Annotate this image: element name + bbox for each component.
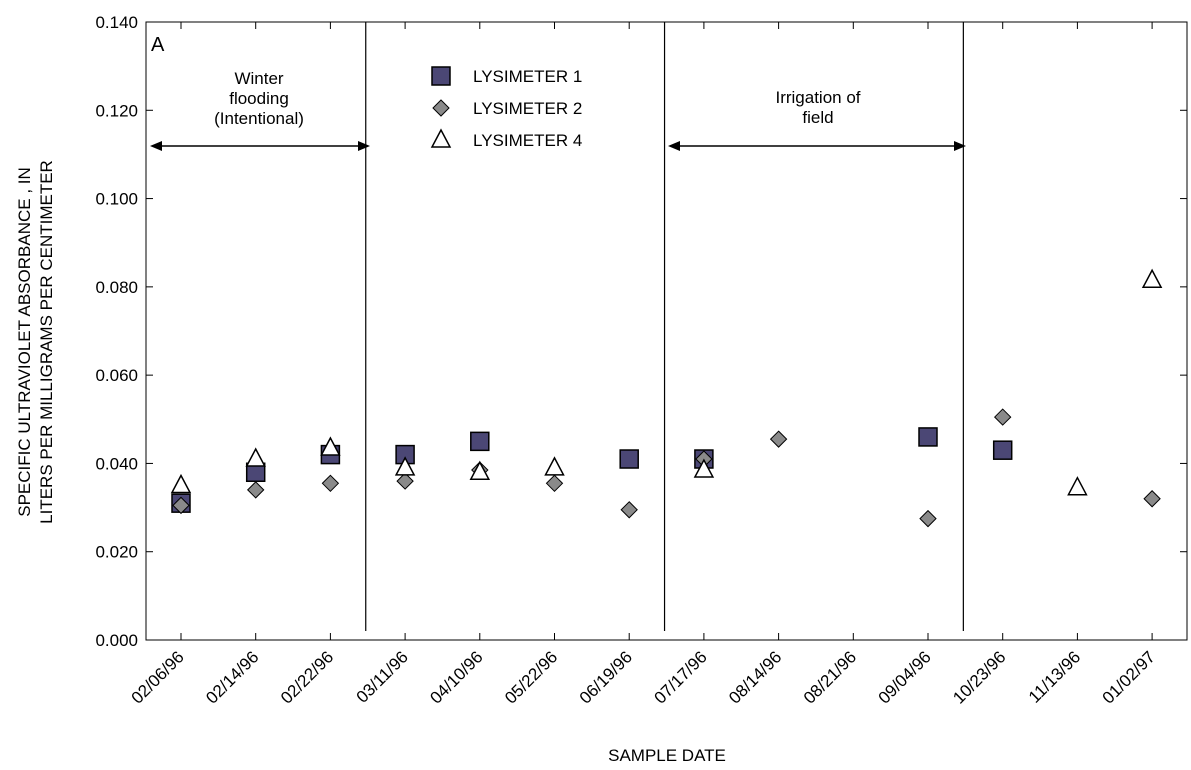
point-triangle-lysimeter-4: [469, 460, 491, 481]
point-diamond-lysimeter-2: [246, 481, 265, 499]
winter-flooding-arrow: [150, 141, 370, 151]
legend-label: LYSIMETER 1: [473, 67, 582, 86]
point-triangle-lysimeter-4: [693, 458, 715, 478]
arrow-head-right: [358, 141, 370, 151]
plot-frame: [145, 21, 1188, 641]
x-axis-label: SAMPLE DATE: [608, 746, 726, 765]
point-diamond-lysimeter-2: [396, 472, 414, 490]
y-tick-label: 0.040: [95, 454, 138, 473]
arrow-head-left: [668, 141, 680, 151]
data-points: [170, 268, 1163, 528]
legend-marker-triangle: [430, 128, 452, 148]
point-square-lysimeter-1: [619, 449, 639, 469]
y-tick-label: 0.000: [95, 631, 138, 650]
arrow-head-right: [954, 141, 966, 151]
y-axis: 0.000 0.020 0.040 0.060 0.080 0.100 0.120 0.140: [95, 13, 1187, 650]
legend-marker-diamond: [432, 99, 450, 117]
legend: LYSIMETER 1 LYSIMETER 2 LYSIMETER 4: [430, 66, 582, 150]
point-square-lysimeter-1: [992, 440, 1013, 460]
y-tick-label: 0.140: [95, 13, 138, 32]
point-square-lysimeter-1: [470, 431, 490, 452]
point-diamond-lysimeter-2: [545, 474, 564, 493]
plot-area-border: [145, 21, 1188, 641]
point-diamond-lysimeter-2: [1143, 490, 1161, 508]
y-tick-label: 0.100: [95, 190, 138, 209]
point-diamond-lysimeter-2: [993, 408, 1012, 426]
annotation-irrigation-line: Irrigation of: [775, 88, 860, 107]
point-triangle-lysimeter-4: [1141, 268, 1163, 288]
y-tick-label: 0.120: [95, 101, 138, 120]
annotation-winter-flooding-line: flooding: [229, 89, 289, 108]
point-triangle-lysimeter-4: [170, 473, 192, 494]
point-triangle-lysimeter-4: [320, 436, 341, 456]
point-diamond-lysimeter-2: [321, 474, 340, 493]
point-triangle-lysimeter-4: [1067, 476, 1088, 496]
legend-marker-square: [431, 66, 451, 86]
point-square-lysimeter-1: [918, 427, 938, 447]
irrigation-arrow: [668, 141, 966, 151]
point-diamond-lysimeter-2: [172, 496, 190, 515]
point-triangle-lysimeter-4: [544, 456, 565, 476]
y-tick-label: 0.020: [95, 543, 138, 562]
point-diamond-lysimeter-2: [620, 501, 638, 519]
legend-label: LYSIMETER 4: [473, 131, 582, 150]
legend-label: LYSIMETER 2: [473, 99, 582, 118]
panel-label: A: [151, 34, 165, 56]
y-tick-label: 0.060: [95, 366, 138, 385]
point-triangle-lysimeter-4: [245, 447, 266, 467]
annotation-winter-flooding-line: (Intentional): [214, 109, 304, 128]
annotation-irrigation-line: field: [802, 108, 833, 127]
arrow-head-left: [150, 141, 162, 151]
annotation-winter-flooding-line: Winter: [234, 69, 283, 88]
y-axis-label-line-2: LITERS PER MILLIGRAMS PER CENTIMETER: [37, 160, 56, 524]
point-triangle-lysimeter-4: [394, 456, 416, 476]
point-diamond-lysimeter-2: [919, 509, 937, 528]
point-diamond-lysimeter-2: [769, 430, 788, 448]
y-tick-label: 0.080: [95, 278, 138, 297]
y-axis-label-line-1: SPECIFIC ULTRAVIOLET ABSORBANCE , IN: [15, 167, 34, 517]
period-dividers: [365, 22, 964, 631]
